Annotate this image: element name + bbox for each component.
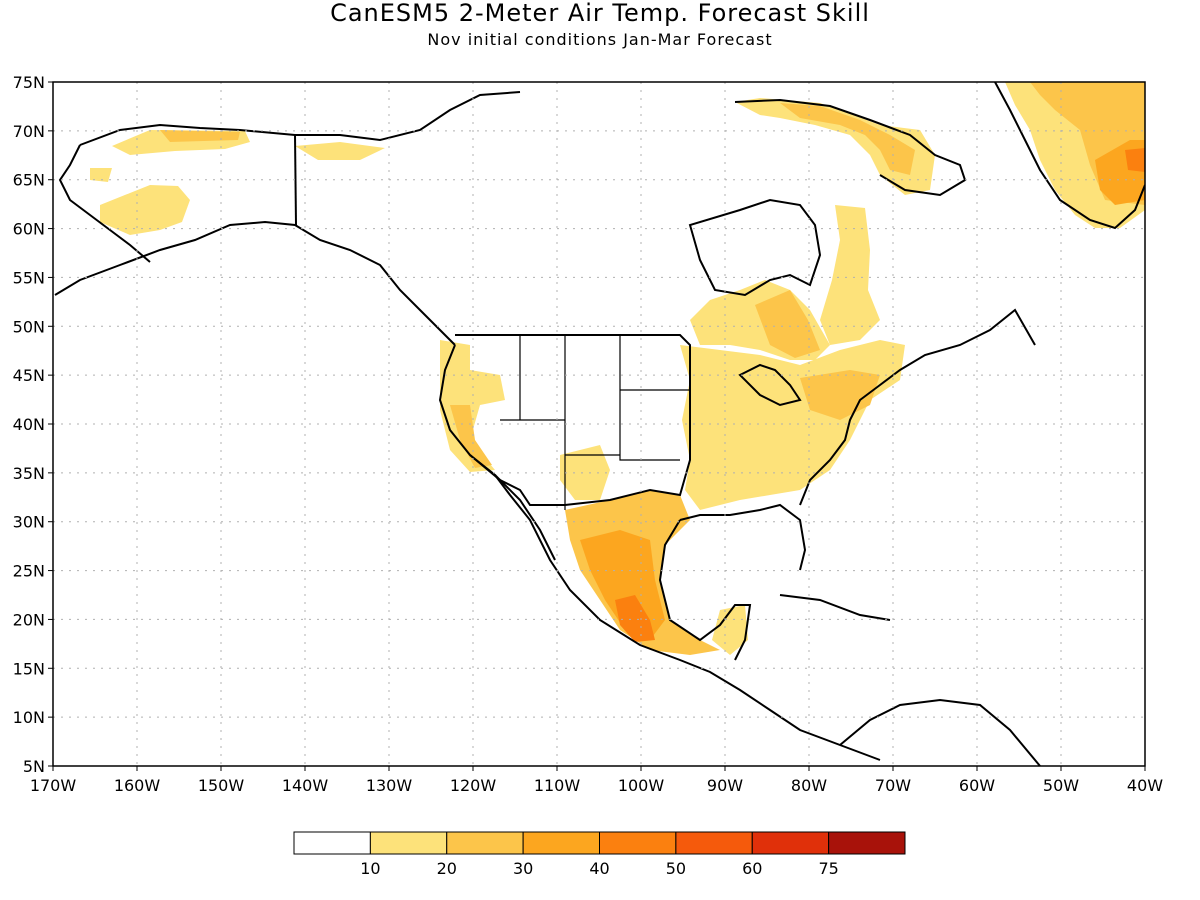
lon-label: 160W xyxy=(114,776,161,795)
colorbar-swatch xyxy=(293,831,371,855)
skill-region-baffin xyxy=(735,98,935,195)
colorbar-swatch xyxy=(675,831,753,855)
lat-label: 10N xyxy=(13,708,45,727)
coast-gulf-north xyxy=(679,503,807,571)
skill-region-california xyxy=(450,405,492,468)
lon-label: 60W xyxy=(959,776,995,795)
lat-label: 60N xyxy=(13,220,45,239)
lon-label: 110W xyxy=(534,776,581,795)
skill-region-southwest xyxy=(560,445,610,500)
skill-region-mid-atlantic xyxy=(800,370,880,420)
lat-label: 20N xyxy=(13,610,45,629)
lon-label: 120W xyxy=(450,776,497,795)
colorbar-swatch xyxy=(446,831,524,855)
skill-region-mexico-south xyxy=(615,595,655,642)
lat-label: 25N xyxy=(13,562,45,581)
lon-label: 80W xyxy=(791,776,827,795)
colorbar-label: 30 xyxy=(513,859,533,878)
colorbar-label: 50 xyxy=(666,859,686,878)
lat-label: 40N xyxy=(13,415,45,434)
skill-region-alaska-interior xyxy=(100,185,190,235)
lat-label: 50N xyxy=(13,317,45,336)
coast-hudson-bay xyxy=(688,198,822,297)
colorbar-swatch xyxy=(828,831,906,855)
lat-label: 65N xyxy=(13,171,45,190)
colorbar-label: 10 xyxy=(360,859,380,878)
colorbar-label: 20 xyxy=(437,859,457,878)
map-title: CanESM5 2-Meter Air Temp. Forecast Skill xyxy=(330,0,870,27)
skill-region-yucatan xyxy=(712,605,748,655)
coast-arctic xyxy=(79,91,521,146)
colorbar-label: 40 xyxy=(589,859,609,878)
lon-label: 50W xyxy=(1043,776,1079,795)
border-us xyxy=(455,334,691,506)
colorbar-swatch xyxy=(751,831,830,855)
coast-baja-gulf xyxy=(494,474,556,561)
lat-label: 70N xyxy=(13,122,45,141)
lon-label: 150W xyxy=(198,776,245,795)
coast-cuba xyxy=(779,594,891,621)
colorbar-label: 60 xyxy=(742,859,762,878)
lon-label: 100W xyxy=(618,776,665,795)
skill-region-alaska-north-core xyxy=(160,130,240,142)
coast-greenland xyxy=(994,82,1145,230)
lat-label: 55N xyxy=(13,268,45,287)
border-alaska-canada xyxy=(294,134,297,226)
skill-region-alaska-west xyxy=(90,168,112,182)
lat-label: 45N xyxy=(13,366,45,385)
skill-region-ontario-core xyxy=(755,290,820,358)
lat-label: 15N xyxy=(13,659,45,678)
coast-atlantic xyxy=(799,308,1036,506)
coastlines xyxy=(54,82,1145,766)
skill-region-baffin-core xyxy=(780,103,915,175)
longitude-labels: 170W 160W 150W 140W 130W 120W 110W 100W 90W 80W 70… xyxy=(30,766,1163,795)
coast-south-america xyxy=(839,698,1041,766)
colorbar-swatch xyxy=(522,831,600,855)
coast-gulf-west xyxy=(658,519,752,661)
graticule xyxy=(53,82,1145,766)
lon-label: 90W xyxy=(707,776,743,795)
skill-region-eastern-us xyxy=(680,340,905,510)
lat-label: 30N xyxy=(13,513,45,532)
latitude-labels: 75N 70N 65N 60N 55N 50N 45N 40N 35N 30N 25N 20N 15N 1… xyxy=(13,73,53,776)
skill-shading xyxy=(90,82,1145,655)
great-lakes xyxy=(738,363,802,407)
lat-label: 75N xyxy=(13,73,45,92)
skill-region-quebec xyxy=(820,205,880,345)
lon-label: 70W xyxy=(875,776,911,795)
coast-baffin xyxy=(734,98,967,197)
skill-region-greenland-peak xyxy=(1125,148,1145,172)
lat-label: 35N xyxy=(13,464,45,483)
lat-label: 5N xyxy=(23,757,45,776)
skill-region-yukon xyxy=(295,142,385,160)
skill-colorbar: 10 20 30 40 50 60 75 xyxy=(293,831,906,878)
coast-alaska-west xyxy=(58,144,151,263)
colorbar-swatch xyxy=(599,831,677,855)
colorbar-label: 75 xyxy=(818,859,838,878)
lon-label: 40W xyxy=(1127,776,1163,795)
map-subtitle: Nov initial conditions Jan-Mar Forecast xyxy=(427,30,772,49)
colorbar-swatch xyxy=(369,831,448,855)
coast-pacific-south xyxy=(438,344,881,761)
lon-label: 170W xyxy=(30,776,77,795)
state-lines xyxy=(500,335,690,510)
lon-label: 130W xyxy=(366,776,413,795)
lon-label: 140W xyxy=(282,776,329,795)
